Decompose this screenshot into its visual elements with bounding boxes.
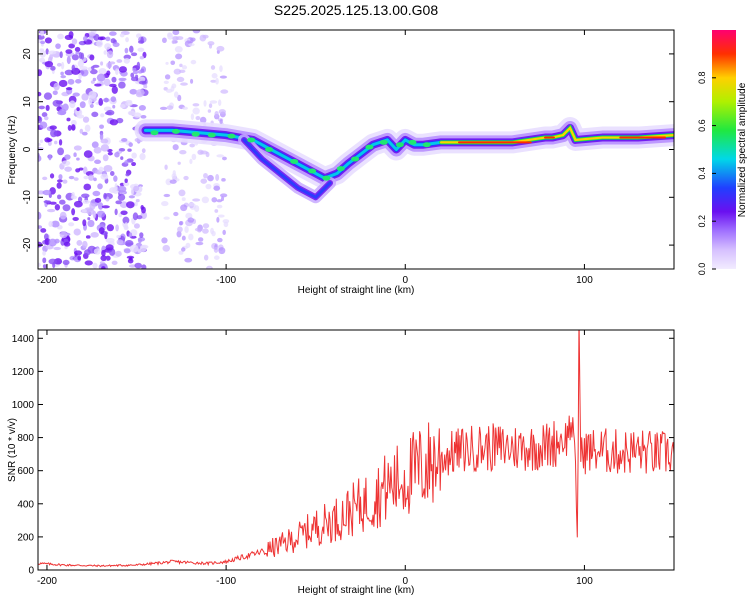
colorbar-gradient — [712, 30, 736, 269]
y-tick-label: 600 — [17, 466, 34, 477]
y-tick-label: 200 — [17, 532, 34, 543]
ridge-blob — [308, 168, 317, 174]
y-tick-label: 1400 — [12, 334, 35, 345]
ridge-blob — [422, 142, 431, 148]
y-tick-label: 20 — [22, 48, 33, 60]
colorbar-tick-label: 0.0 — [697, 263, 707, 276]
snr-x-axis-label: Height of straight line (km) — [298, 585, 415, 596]
x-tick-label: -200 — [37, 576, 57, 587]
snr-line — [38, 330, 674, 568]
y-tick-label: -20 — [22, 237, 33, 252]
ridge-blob — [265, 147, 274, 152]
y-tick-label: 1200 — [12, 367, 35, 378]
y-tick-label: 1000 — [12, 400, 35, 411]
spectrogram-x-axis-label: Height of straight line (km) — [298, 285, 415, 296]
ridge-blob — [247, 137, 256, 143]
colorbar-tick-label: 0.6 — [697, 119, 707, 132]
y-tick-label: 400 — [17, 499, 34, 510]
colorbar-label: Normalized spectral amplitude — [737, 82, 748, 217]
ridge-blob — [290, 158, 299, 164]
ridge-blob — [336, 166, 345, 172]
ridge-blob — [227, 133, 236, 139]
x-tick-label: -100 — [216, 275, 236, 286]
x-tick-label: 0 — [402, 275, 408, 286]
snr-y-axis-label: SNR (10 * v/v) — [7, 418, 18, 482]
ridge-blob — [365, 144, 374, 150]
colorbar-tick-label: 0.2 — [697, 215, 707, 228]
figure-title: S225.2025.125.13.00.G08 — [274, 2, 438, 18]
snr-panel: -200 -100 0 100 0 200 400 600 800 1000 1200 1400 H… — [7, 329, 675, 596]
x-tick-label: 100 — [576, 275, 593, 286]
ridge-blob — [322, 175, 331, 181]
ridge-blob — [379, 139, 388, 145]
ridge-blob — [408, 139, 417, 145]
spectrogram-y-axis-label: Frequency (Hz) — [7, 116, 18, 185]
colorbar-tick-label: 0.4 — [697, 167, 707, 180]
ridge-blob — [351, 156, 360, 162]
y-tick-label: 0 — [22, 146, 33, 152]
y-tick-label: 0 — [28, 566, 34, 577]
ridge-blob — [171, 128, 180, 134]
snr-frame — [37, 329, 675, 571]
ridge-blob — [150, 130, 159, 136]
x-tick-label: 100 — [576, 576, 593, 587]
x-tick-label: -200 — [37, 275, 57, 286]
ridge-blob — [191, 131, 200, 137]
y-tick-label: 10 — [22, 96, 33, 108]
noise-speckle — [38, 30, 230, 269]
y-tick-label: 800 — [17, 433, 34, 444]
colorbar: 0.0 0.2 0.4 0.6 0.8 Normalized spectral ampl… — [697, 30, 748, 275]
x-tick-label: -100 — [216, 576, 236, 587]
ridge-blob — [207, 132, 216, 138]
x-tick-label: 0 — [402, 576, 408, 587]
colorbar-tick-label: 0.8 — [697, 72, 707, 85]
ridge-blob — [395, 142, 404, 148]
y-tick-label: -10 — [22, 190, 33, 205]
ridge-branch — [242, 138, 332, 199]
